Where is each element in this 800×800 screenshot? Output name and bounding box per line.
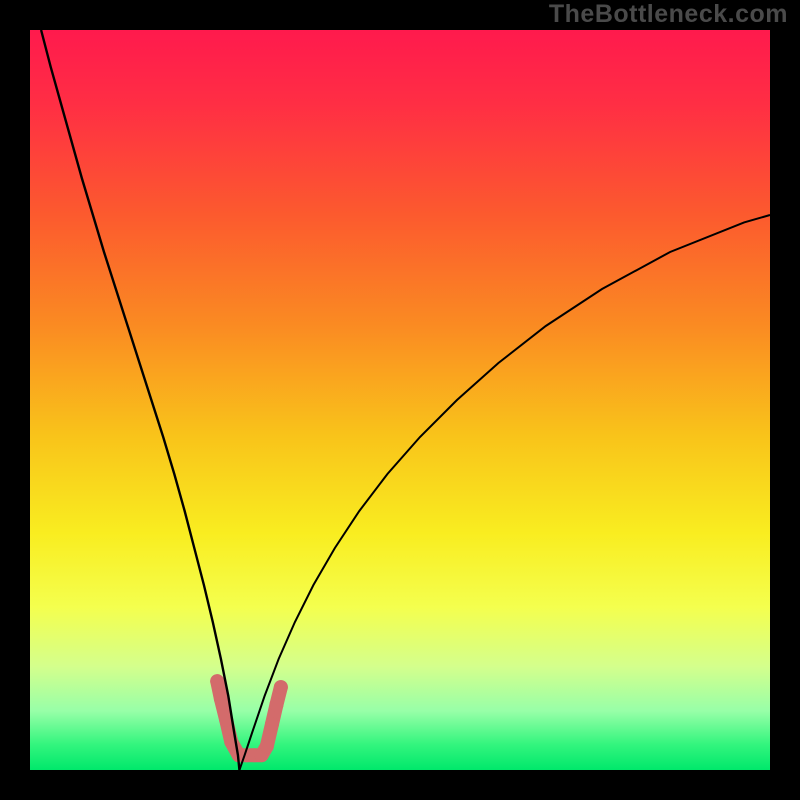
bottleneck-chart bbox=[0, 0, 800, 800]
plot-background bbox=[30, 30, 770, 770]
watermark-text: TheBottleneck.com bbox=[549, 0, 788, 29]
